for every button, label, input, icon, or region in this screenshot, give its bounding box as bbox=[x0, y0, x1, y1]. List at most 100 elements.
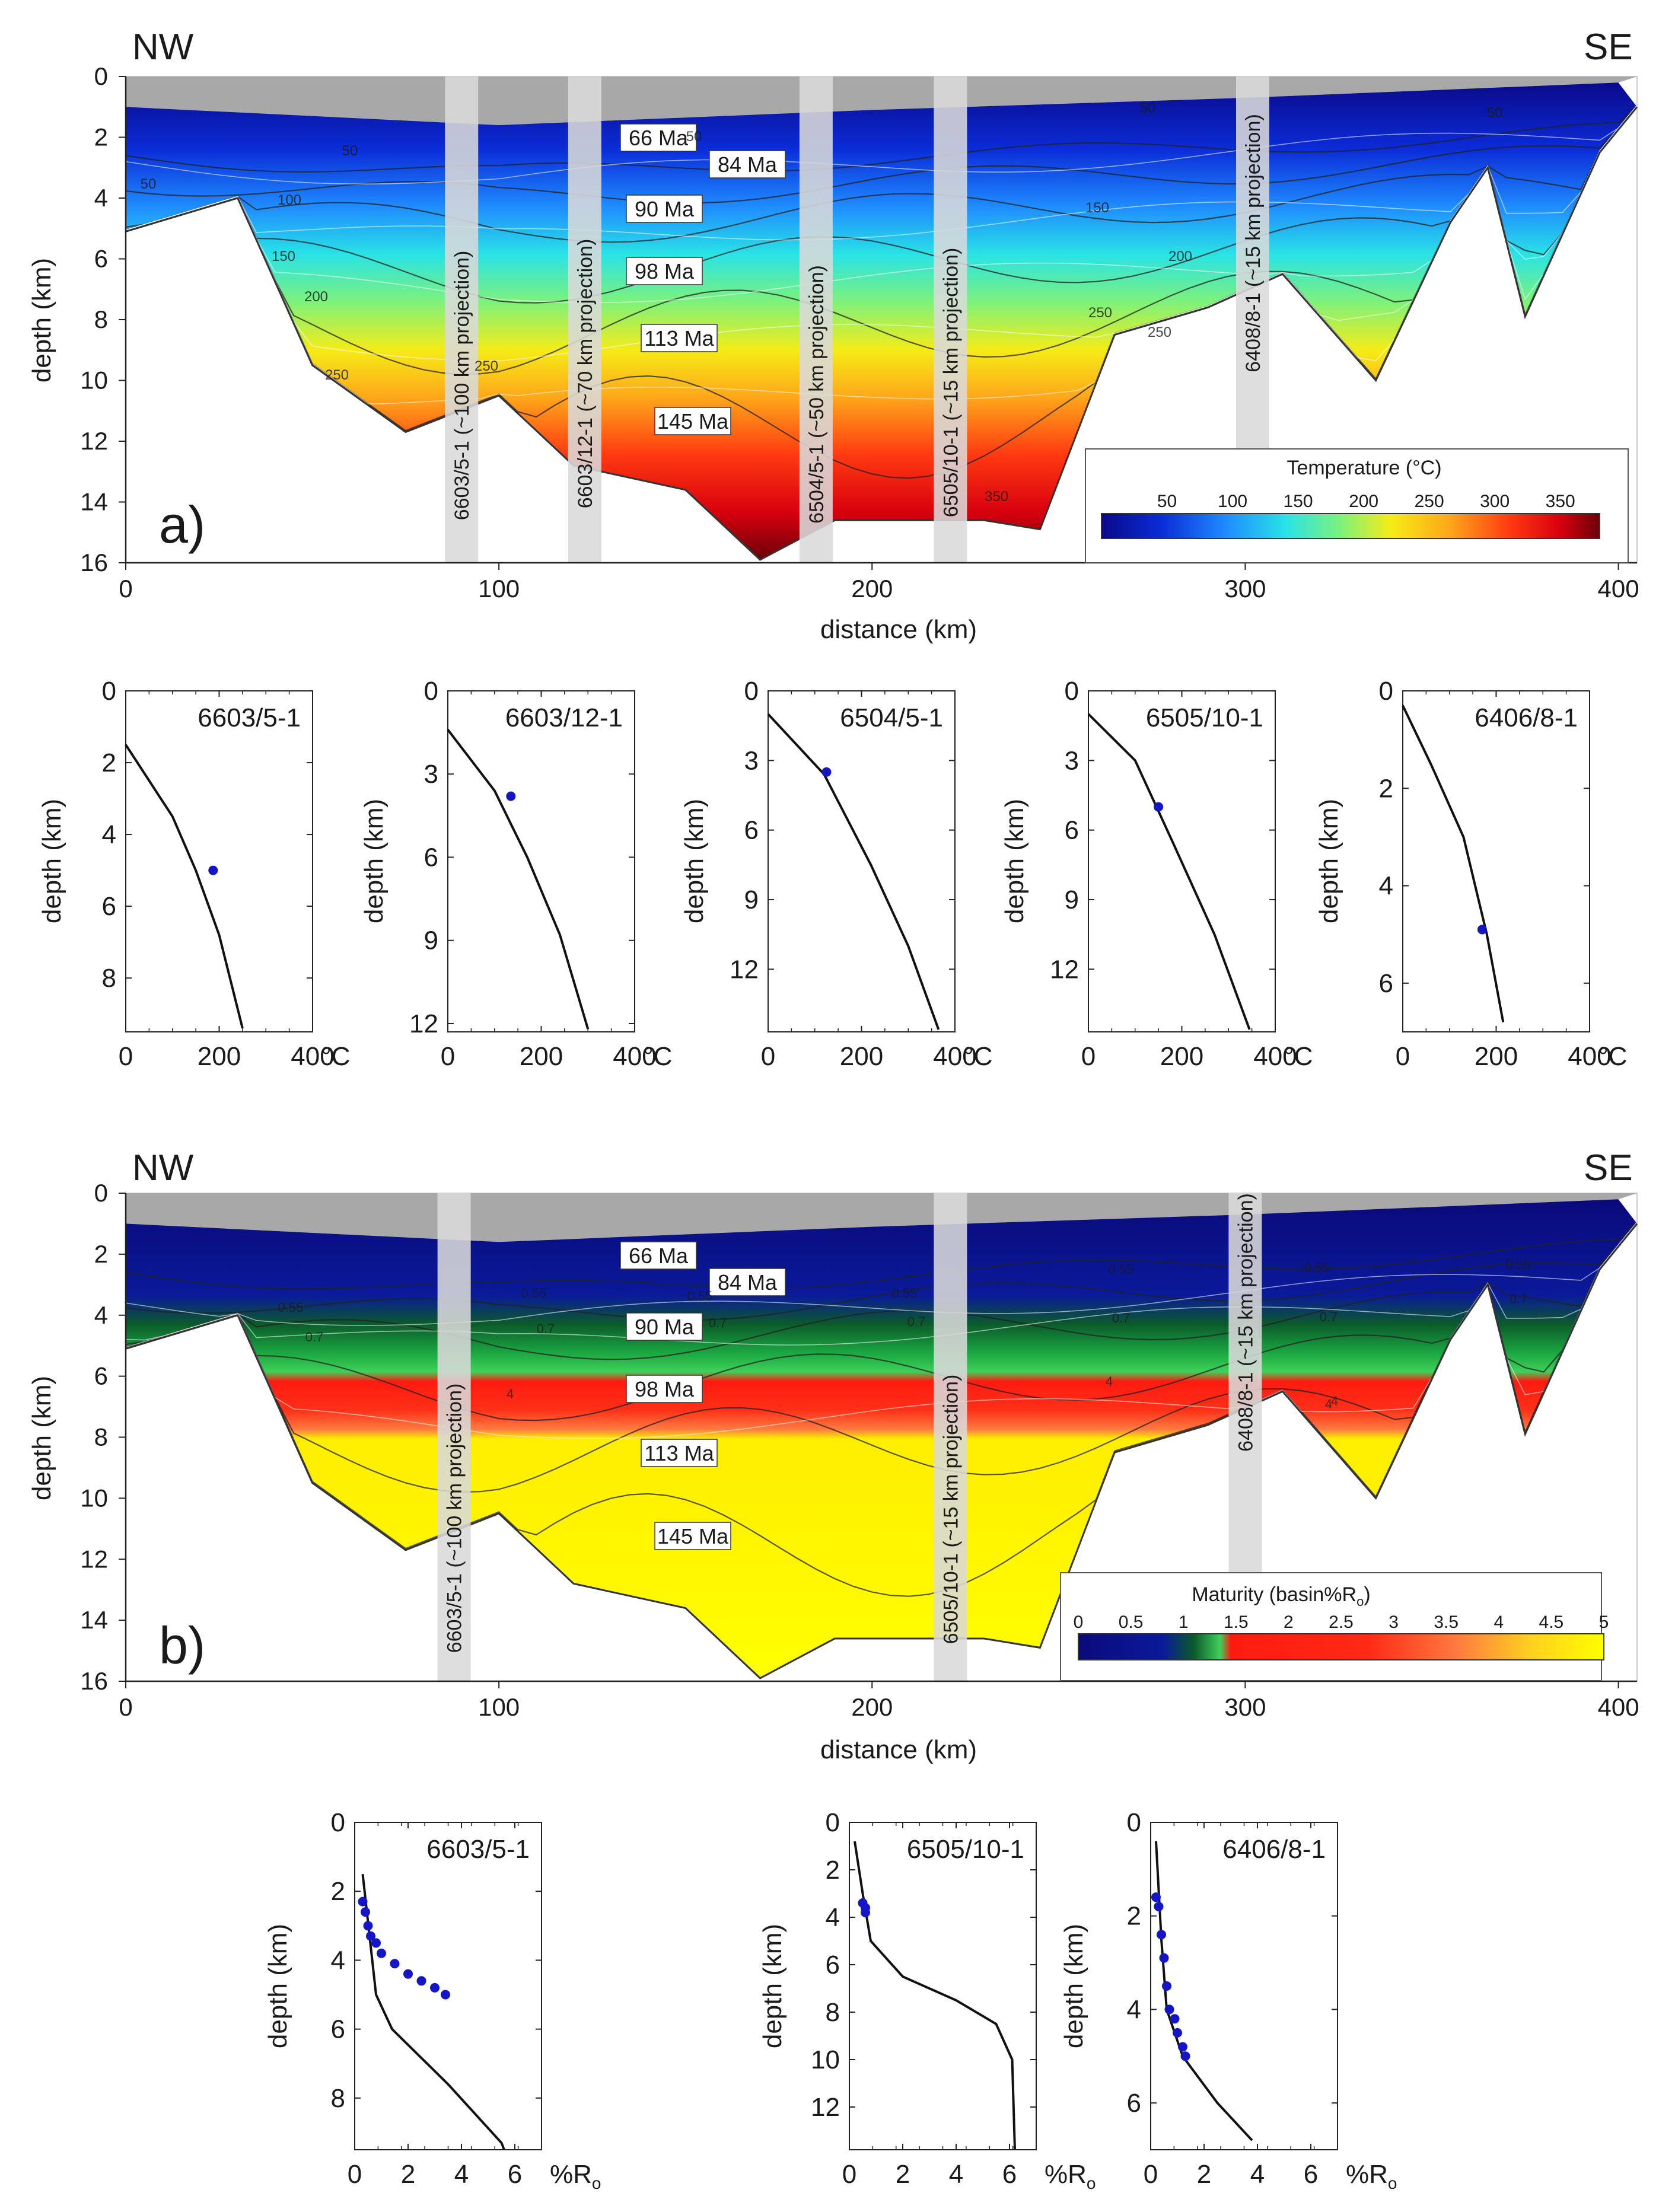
maturity-contour-label: 0.55 bbox=[1304, 1260, 1330, 1275]
measurement-point bbox=[1178, 2042, 1187, 2052]
contour-line bbox=[126, 1222, 1637, 1346]
x-tick-label: 4 bbox=[949, 2160, 963, 2189]
temperature-colorbar-tick: 300 bbox=[1480, 492, 1510, 511]
y-tick-label: 6 bbox=[1127, 2089, 1141, 2118]
temperature-colorbar-tick: 200 bbox=[1349, 492, 1378, 511]
y-tick-label: 6 bbox=[94, 245, 108, 273]
well-plot: 0 200 400 0 3 6 9 12 °C 6505/10-1 bbox=[1050, 677, 1313, 1071]
y-tick-label: 2 bbox=[1379, 774, 1393, 803]
y-tick-label: 6 bbox=[744, 816, 759, 845]
maturity-colorbar-tick: 2.5 bbox=[1329, 1612, 1354, 1632]
x-tick-label: 100 bbox=[478, 1693, 520, 1721]
x-unit-label: %Ro bbox=[1346, 2160, 1397, 2192]
measurement-point bbox=[1157, 1930, 1166, 1940]
maturity-contour-label: 0.7 bbox=[1320, 1309, 1338, 1324]
y-tick-label: 4 bbox=[102, 820, 116, 849]
x-tick-label: 6 bbox=[1002, 2160, 1017, 2189]
x-tick-label: 0 bbox=[1396, 1042, 1410, 1071]
well-plot-frame bbox=[354, 1822, 542, 2150]
horizon-label: 113 Ma bbox=[644, 1441, 714, 1465]
horizon-label-box bbox=[654, 407, 731, 435]
panel-a-xlabel: distance (km) bbox=[820, 615, 977, 644]
maturity-colorbar-tick: 0 bbox=[1074, 1612, 1084, 1632]
y-tick-label: 0 bbox=[102, 677, 116, 706]
y-tick-label: 12 bbox=[730, 955, 759, 984]
y-tick-label: 9 bbox=[744, 885, 759, 914]
y-tick-label: 3 bbox=[744, 746, 759, 775]
horizon-label-box bbox=[626, 195, 703, 223]
maturity-colorbar-tick: 5 bbox=[1599, 1612, 1609, 1632]
y-tick-label: 3 bbox=[1065, 746, 1079, 775]
x-tick-label: 400 bbox=[291, 1042, 334, 1071]
y-tick-label: 9 bbox=[424, 926, 438, 955]
y-tick-label: 12 bbox=[811, 2093, 840, 2122]
measurement-point bbox=[358, 1897, 368, 1907]
well-plot-title: 6505/10-1 bbox=[1146, 703, 1263, 732]
y-tick-label: 12 bbox=[80, 1545, 108, 1573]
isotherm-label: 100 bbox=[278, 192, 301, 208]
y-tick-label: 10 bbox=[80, 366, 108, 394]
measurement-point bbox=[1159, 1953, 1169, 1963]
y-tick-label: 6 bbox=[826, 1950, 840, 1980]
well-projection-label: 6408/8-1 (~15 km projection) bbox=[1234, 1193, 1257, 1452]
panel-b-ylabel: depth (km) bbox=[27, 1376, 56, 1500]
measurement-point bbox=[861, 1908, 870, 1917]
y-tick-label: 4 bbox=[94, 184, 108, 212]
x-tick-label: 400 bbox=[613, 1042, 656, 1071]
horizon-label: 113 Ma bbox=[644, 326, 714, 350]
measurement-point bbox=[821, 767, 832, 777]
y-tick-label: 6 bbox=[331, 2015, 345, 2044]
panel-a-ylabel: depth (km) bbox=[27, 258, 56, 383]
y-tick-label: 0 bbox=[94, 1179, 108, 1207]
y-tick-label: 0 bbox=[1065, 677, 1079, 706]
model-curve bbox=[361, 1873, 505, 2150]
x-tick-label: 400 bbox=[1253, 1042, 1297, 1071]
panel-b-basin-outline bbox=[125, 1223, 1638, 1679]
horizon-label-box bbox=[620, 1241, 697, 1270]
x-tick-label: 200 bbox=[1160, 1042, 1203, 1071]
measurement-point bbox=[416, 1976, 426, 1986]
well-plot-frame bbox=[125, 690, 313, 1032]
panel-b-cross-section: NW SE 6603/5-1 (~100 km projection) 6505/… bbox=[27, 1148, 1639, 1764]
isotherm-label: 150 bbox=[1085, 200, 1109, 216]
y-tick-label: 0 bbox=[826, 1808, 840, 1837]
y-tick-label: 10 bbox=[80, 1484, 108, 1512]
horizon-label-box bbox=[626, 1312, 703, 1341]
x-tick-label: 2 bbox=[896, 2160, 910, 2189]
well-plot-ylabel: depth (km) bbox=[758, 1924, 787, 2048]
well-projection-band bbox=[799, 77, 833, 563]
orientation-nw-b: NW bbox=[132, 1148, 194, 1188]
temperature-colorbar: Temperature (°C) 50 100 150 200 250 300 350 bbox=[1085, 448, 1629, 563]
maturity-contour-label: 0.55 bbox=[278, 1300, 304, 1315]
well-projection-band bbox=[437, 1193, 471, 1681]
x-tick-label: 300 bbox=[1224, 575, 1266, 603]
well-plot: 0 2 4 6 0 2 4 6 8 10 12 %Ro 6505/10-1 bbox=[811, 1808, 1096, 2192]
temperature-colorbar-tick: 350 bbox=[1546, 492, 1575, 511]
maturity-colorbar-tick: 1 bbox=[1179, 1612, 1189, 1632]
maturity-contour-label: 4 bbox=[1331, 1394, 1338, 1408]
panel-b-horizon-labels: 66 Ma 84 Ma 90 Ma 98 Ma 113 Ma 145 Ma bbox=[620, 1241, 786, 1550]
horizon-line bbox=[126, 105, 1637, 304]
well-plot: 0 200 400 0 2 4 6 °C 6406/8-1 bbox=[1379, 677, 1628, 1071]
well-plot-title: 6603/12-1 bbox=[505, 703, 623, 732]
horizon-label-box bbox=[626, 257, 703, 285]
horizon-label-box bbox=[620, 123, 697, 152]
y-tick-label: 12 bbox=[80, 427, 108, 455]
temperature-colorbar-ticks: 50 100 150 200 250 300 350 bbox=[1157, 492, 1575, 511]
horizon-label-box bbox=[709, 150, 786, 179]
x-tick-label: 200 bbox=[851, 1693, 893, 1721]
well-plot: 0 2 4 6 0 2 4 6 %Ro 6406/8-1 bbox=[1127, 1808, 1397, 2192]
x-unit-label: °C bbox=[1284, 1042, 1313, 1071]
panel-a-letter: a) bbox=[159, 495, 205, 554]
y-tick-label: 2 bbox=[331, 1877, 345, 1906]
well-projection-band bbox=[568, 77, 601, 563]
y-tick-label: 9 bbox=[1065, 885, 1079, 914]
measurement-point bbox=[1164, 2004, 1174, 2015]
well-plot: 0 200 400 0 2 4 6 8 °C 6603/5-1 bbox=[102, 677, 351, 1071]
panel-a-cross-section: NW SE 6603/5-1 (~100 km projection) 6603/… bbox=[27, 27, 1639, 644]
measurement-point bbox=[366, 1931, 375, 1941]
maturity-contour-label: 0.7 bbox=[305, 1330, 324, 1344]
orientation-se: SE bbox=[1584, 27, 1633, 68]
x-tick-label: 400 bbox=[1598, 575, 1639, 603]
